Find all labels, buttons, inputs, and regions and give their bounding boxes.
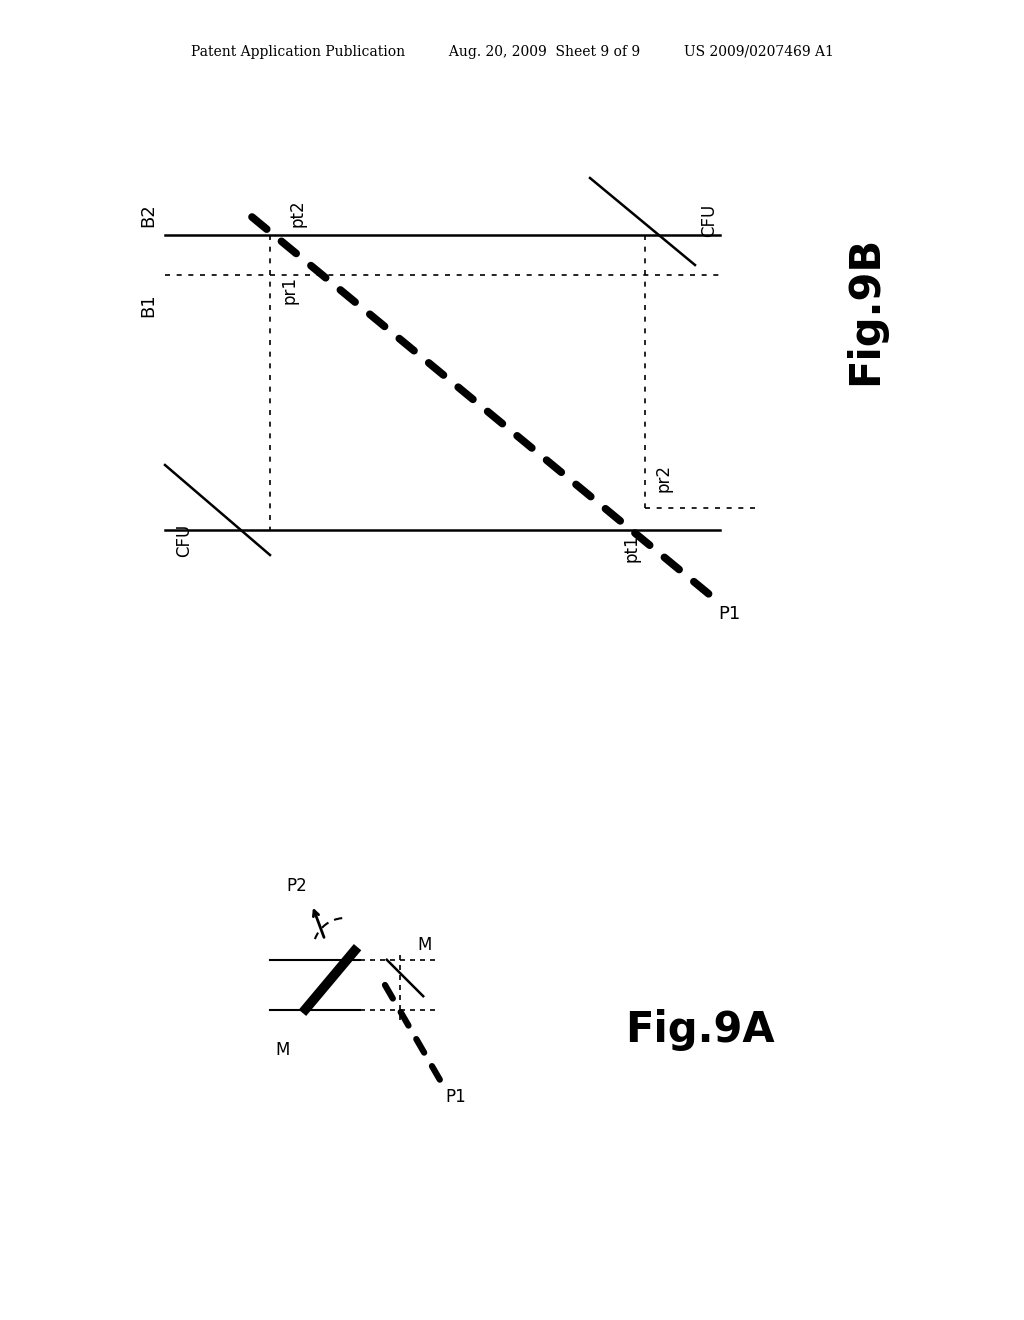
Text: M: M — [275, 1041, 290, 1059]
Text: P1: P1 — [445, 1088, 466, 1106]
Text: P2: P2 — [287, 876, 307, 895]
Text: B1: B1 — [139, 293, 157, 317]
Text: Patent Application Publication          Aug. 20, 2009  Sheet 9 of 9          US : Patent Application Publication Aug. 20, … — [190, 45, 834, 59]
Text: Fig.9A: Fig.9A — [626, 1008, 775, 1051]
Text: Fig.9B: Fig.9B — [844, 235, 886, 384]
Text: pt2: pt2 — [288, 199, 306, 227]
Text: pr2: pr2 — [655, 465, 673, 492]
Text: B2: B2 — [139, 203, 157, 227]
Text: P1: P1 — [718, 605, 740, 623]
Text: CFU: CFU — [700, 203, 718, 236]
Text: CFU: CFU — [175, 523, 193, 557]
Text: pt1: pt1 — [622, 535, 640, 562]
Text: pr1: pr1 — [280, 276, 298, 304]
Text: M: M — [417, 936, 431, 954]
